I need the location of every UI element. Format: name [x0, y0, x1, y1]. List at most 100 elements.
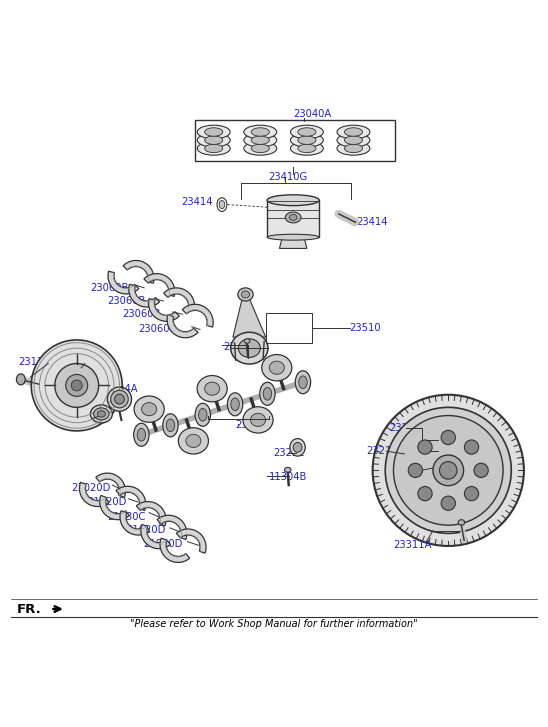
- Polygon shape: [233, 296, 266, 337]
- Ellipse shape: [251, 128, 269, 136]
- Circle shape: [464, 486, 478, 501]
- Polygon shape: [116, 486, 146, 510]
- Ellipse shape: [195, 403, 210, 426]
- Ellipse shape: [299, 376, 307, 388]
- Ellipse shape: [244, 142, 277, 155]
- Ellipse shape: [243, 406, 273, 433]
- Ellipse shape: [298, 136, 316, 145]
- Polygon shape: [167, 315, 198, 338]
- Polygon shape: [129, 284, 159, 307]
- Ellipse shape: [262, 355, 292, 381]
- Ellipse shape: [238, 339, 260, 358]
- Ellipse shape: [269, 361, 284, 374]
- Circle shape: [441, 496, 455, 510]
- Ellipse shape: [267, 195, 319, 206]
- Polygon shape: [96, 473, 125, 497]
- Bar: [195, 120, 395, 161]
- Ellipse shape: [227, 393, 243, 416]
- Ellipse shape: [241, 291, 250, 298]
- Ellipse shape: [186, 434, 201, 447]
- Polygon shape: [136, 502, 166, 526]
- Ellipse shape: [293, 443, 302, 452]
- Polygon shape: [160, 538, 190, 563]
- Ellipse shape: [244, 134, 277, 147]
- Text: 23414: 23414: [356, 217, 387, 227]
- Ellipse shape: [219, 201, 225, 209]
- Circle shape: [441, 430, 455, 445]
- Circle shape: [107, 387, 132, 411]
- Ellipse shape: [260, 382, 275, 405]
- Text: 23414: 23414: [181, 197, 212, 207]
- Circle shape: [111, 390, 128, 408]
- Circle shape: [115, 394, 124, 404]
- Text: 59418: 59418: [410, 465, 442, 475]
- Ellipse shape: [290, 142, 323, 155]
- Polygon shape: [182, 305, 213, 327]
- Text: FR.: FR.: [16, 603, 41, 616]
- Text: 23222: 23222: [273, 448, 305, 458]
- Ellipse shape: [284, 467, 291, 473]
- Polygon shape: [144, 273, 175, 297]
- Ellipse shape: [337, 125, 370, 139]
- Text: 23212: 23212: [366, 446, 398, 456]
- Polygon shape: [176, 529, 206, 553]
- Ellipse shape: [16, 374, 25, 385]
- Circle shape: [71, 380, 82, 391]
- Ellipse shape: [231, 332, 268, 364]
- Text: 23311A: 23311A: [393, 540, 432, 550]
- Text: 23110: 23110: [236, 420, 267, 430]
- Polygon shape: [149, 299, 179, 321]
- Text: 23124B: 23124B: [71, 358, 110, 367]
- Ellipse shape: [98, 411, 105, 417]
- Circle shape: [393, 416, 503, 525]
- Circle shape: [385, 407, 511, 534]
- Circle shape: [418, 440, 432, 454]
- Ellipse shape: [290, 134, 323, 147]
- Circle shape: [439, 462, 457, 479]
- Text: 21020D: 21020D: [88, 497, 127, 507]
- Polygon shape: [164, 288, 195, 310]
- Polygon shape: [79, 482, 109, 507]
- Circle shape: [433, 455, 464, 486]
- Text: 25624A: 25624A: [100, 385, 138, 394]
- Polygon shape: [123, 260, 154, 284]
- Circle shape: [66, 374, 88, 396]
- Ellipse shape: [286, 212, 301, 223]
- Ellipse shape: [251, 136, 269, 145]
- Ellipse shape: [205, 144, 222, 153]
- Ellipse shape: [250, 414, 266, 427]
- Text: 23127B: 23127B: [18, 358, 56, 367]
- Ellipse shape: [244, 125, 277, 139]
- Text: 23060B: 23060B: [90, 283, 129, 293]
- Ellipse shape: [263, 387, 272, 400]
- Ellipse shape: [244, 339, 250, 343]
- Ellipse shape: [90, 405, 112, 423]
- Ellipse shape: [205, 128, 222, 136]
- Text: 21020D: 21020D: [71, 483, 111, 494]
- Ellipse shape: [345, 144, 363, 153]
- Ellipse shape: [134, 423, 149, 446]
- Ellipse shape: [458, 520, 465, 525]
- Ellipse shape: [345, 136, 363, 145]
- Polygon shape: [279, 215, 307, 249]
- Ellipse shape: [137, 428, 146, 441]
- Polygon shape: [157, 515, 187, 539]
- Circle shape: [408, 463, 423, 478]
- Ellipse shape: [298, 144, 316, 153]
- Ellipse shape: [238, 288, 253, 301]
- Polygon shape: [108, 271, 139, 294]
- Ellipse shape: [295, 371, 311, 394]
- Ellipse shape: [166, 419, 175, 432]
- Ellipse shape: [134, 396, 164, 422]
- Ellipse shape: [141, 403, 157, 416]
- Text: 23060B: 23060B: [138, 324, 176, 334]
- Polygon shape: [141, 524, 170, 549]
- Bar: [267, 200, 319, 237]
- Circle shape: [464, 440, 478, 454]
- Ellipse shape: [197, 142, 230, 155]
- Ellipse shape: [197, 125, 230, 139]
- Bar: [266, 313, 312, 342]
- Text: 23040A: 23040A: [293, 109, 332, 119]
- Ellipse shape: [290, 125, 323, 139]
- Text: 23412: 23412: [279, 197, 311, 207]
